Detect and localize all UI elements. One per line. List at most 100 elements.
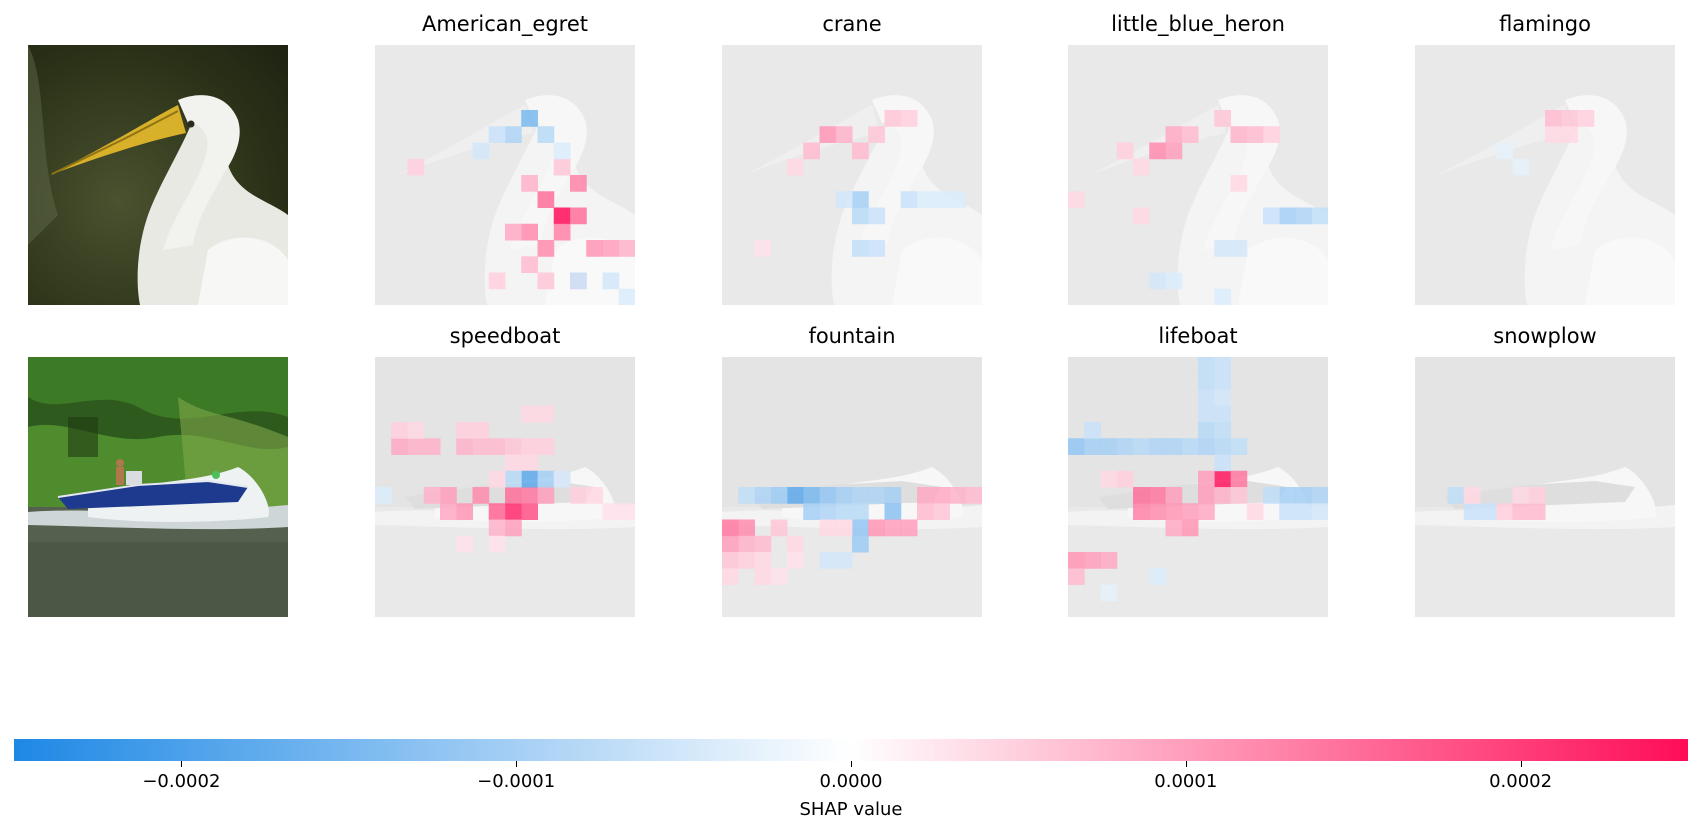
shap-cell xyxy=(1198,422,1215,439)
shap-cell xyxy=(1496,142,1513,160)
shap-cell xyxy=(1198,389,1215,407)
shap-cell xyxy=(521,110,538,127)
shap-cell xyxy=(1133,503,1150,520)
shap-cell xyxy=(868,126,885,143)
shap-cell xyxy=(803,503,820,520)
shap-cell xyxy=(852,535,869,553)
shap-heatmap-speedboat xyxy=(375,357,635,617)
original-image-egret xyxy=(28,45,288,305)
shap-cell xyxy=(949,487,967,504)
shap-map-snowplow xyxy=(1415,357,1675,617)
shap-cell xyxy=(602,272,620,290)
shap-cell xyxy=(917,503,934,520)
shap-cell xyxy=(1198,487,1215,504)
shap-cell xyxy=(803,487,820,504)
shap-cell xyxy=(965,487,982,504)
colorbar-tick-label: 0.0002 xyxy=(1489,771,1553,792)
shap-cell xyxy=(1133,438,1150,455)
shap-cell xyxy=(1116,470,1134,488)
shap-cell xyxy=(1149,438,1166,455)
shap-cell xyxy=(456,535,473,553)
shap-cell xyxy=(1100,584,1118,602)
shap-cell xyxy=(1214,470,1231,488)
shap-colorbar xyxy=(14,739,1688,761)
shap-cell xyxy=(1279,487,1296,504)
shap-cell xyxy=(1149,142,1166,160)
shap-cell xyxy=(570,175,587,192)
shap-cell xyxy=(884,487,902,504)
shap-cell xyxy=(537,438,555,455)
shap-cell xyxy=(1528,503,1546,520)
shap-cell xyxy=(1165,519,1183,537)
shap-cell xyxy=(787,158,804,176)
shap-cell xyxy=(738,535,755,553)
shap-cell xyxy=(787,535,804,553)
original-image-speedboat xyxy=(28,357,288,617)
shap-cell xyxy=(618,288,635,305)
shap-cell xyxy=(722,568,739,585)
shap-cell xyxy=(570,272,587,290)
shap-cell xyxy=(391,438,408,455)
shap-cell xyxy=(488,272,506,290)
shap-cell xyxy=(868,240,885,257)
shap-cell xyxy=(505,503,522,520)
shap-cell xyxy=(521,223,538,241)
shap-cell xyxy=(505,126,522,143)
shap-cell xyxy=(570,207,587,225)
shap-cell xyxy=(900,191,918,208)
shap-cell xyxy=(1279,207,1296,225)
panel-title-lifeboat: lifeboat xyxy=(1158,324,1238,348)
shap-cell xyxy=(933,191,950,208)
shap-cell xyxy=(1311,207,1328,225)
shap-cell xyxy=(852,487,869,504)
shap-cell xyxy=(787,487,804,504)
shap-cell xyxy=(1100,552,1118,569)
shap-cell xyxy=(803,142,820,160)
shap-cell xyxy=(1149,487,1166,504)
shap-cell xyxy=(537,126,555,143)
panel-title-crane: crane xyxy=(822,12,882,36)
shap-cell xyxy=(1263,207,1280,225)
shap-cell xyxy=(505,470,522,488)
shap-cell xyxy=(868,207,885,225)
shap-cell xyxy=(884,110,902,127)
shap-cell xyxy=(770,519,788,537)
shap-cell xyxy=(1214,487,1231,504)
shap-cell xyxy=(1279,503,1296,520)
shap-cell xyxy=(1198,405,1215,423)
shap-cell xyxy=(1068,191,1085,208)
shap-cell xyxy=(472,422,490,439)
shap-cell xyxy=(1068,438,1085,455)
colorbar-label: SHAP value xyxy=(799,799,903,820)
shap-cell xyxy=(1528,487,1546,504)
shap-cell xyxy=(754,487,772,504)
shap-cell xyxy=(754,568,772,585)
shap-cell xyxy=(521,454,538,472)
shap-map-little-blue-heron xyxy=(1068,45,1328,305)
shap-cell xyxy=(1198,357,1215,374)
shap-cell xyxy=(1181,519,1199,537)
shap-cell xyxy=(1165,438,1183,455)
shap-cell xyxy=(1149,568,1166,585)
shap-map-crane xyxy=(722,45,982,305)
shap-cell xyxy=(852,240,869,257)
shap-heatmap-fountain xyxy=(722,357,982,617)
shap-cell xyxy=(1512,503,1530,520)
shap-cell xyxy=(391,422,408,439)
shap-cell xyxy=(1181,438,1199,455)
colorbar-tick xyxy=(851,761,852,767)
shap-cell xyxy=(1198,373,1215,390)
shap-cell xyxy=(722,519,739,537)
shap-cell xyxy=(884,503,902,520)
shap-cell xyxy=(488,519,506,537)
shap-cell xyxy=(868,519,885,537)
shap-cell xyxy=(537,240,555,257)
shap-cell xyxy=(1447,487,1465,504)
colorbar-tick xyxy=(516,761,518,767)
shap-cell xyxy=(933,503,950,520)
shap-cell xyxy=(1214,454,1231,472)
shap-cell xyxy=(754,240,772,257)
shap-cell xyxy=(852,142,869,160)
shap-cell xyxy=(1295,487,1313,504)
shap-cell xyxy=(553,470,571,488)
